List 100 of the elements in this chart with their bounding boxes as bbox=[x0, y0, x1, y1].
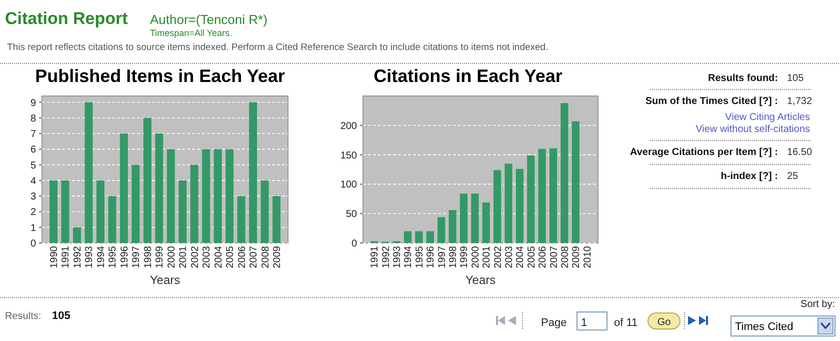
bar bbox=[226, 149, 234, 243]
text: of 11 bbox=[614, 317, 638, 329]
bar bbox=[460, 194, 468, 243]
x-tick-label: 1999 bbox=[459, 246, 470, 268]
x-tick-label: 2000 bbox=[166, 246, 178, 268]
text: 25 bbox=[787, 171, 799, 182]
text: 1,732 bbox=[787, 96, 812, 107]
bar bbox=[549, 148, 558, 243]
text: View Citing Articles bbox=[725, 112, 810, 123]
bar bbox=[538, 148, 546, 243]
bar bbox=[178, 180, 187, 243]
text: Page bbox=[541, 317, 567, 329]
y-tick-label: 100 bbox=[340, 180, 358, 191]
x-tick-label: 1999 bbox=[154, 246, 166, 268]
x-tick-label: 2009 bbox=[571, 246, 582, 268]
x-tick-label: 1996 bbox=[426, 246, 437, 268]
x-tick-label: 2006 bbox=[538, 246, 549, 268]
y-tick-label: 4 bbox=[30, 176, 36, 187]
text: Go bbox=[657, 317, 672, 328]
text: Sum of the Times Cited [?] : bbox=[645, 96, 778, 107]
bar bbox=[155, 134, 164, 243]
x-tick-label: 1991 bbox=[60, 246, 72, 268]
text: Times Cited bbox=[735, 321, 794, 333]
bar bbox=[260, 180, 269, 243]
text: Average Citations per Item [?] : bbox=[630, 147, 778, 158]
x-tick-label: 2005 bbox=[526, 246, 538, 268]
y-tick-label: 150 bbox=[340, 150, 358, 162]
x-tick-label: 2006 bbox=[236, 246, 248, 268]
x-tick-label: 1995 bbox=[414, 246, 426, 268]
text: 1 bbox=[581, 317, 588, 329]
bar bbox=[471, 194, 479, 243]
x-tick-label: 2001 bbox=[178, 246, 190, 268]
x-tick-label: 1998 bbox=[142, 246, 154, 268]
bar bbox=[493, 170, 502, 243]
x-tick-label: 2005 bbox=[225, 246, 236, 268]
x-tick-label: 1996 bbox=[119, 246, 130, 268]
chart-title: Citations in Each Year bbox=[374, 66, 562, 86]
y-tick-label: 6 bbox=[30, 144, 36, 156]
bar bbox=[516, 168, 524, 243]
x-tick-label: 1991 bbox=[370, 246, 381, 268]
x-tick-label: 1997 bbox=[436, 246, 448, 268]
y-tick-label: 1 bbox=[30, 222, 36, 234]
x-tick-label: 2007 bbox=[548, 246, 560, 268]
x-tick-label: 2010 bbox=[582, 246, 594, 268]
text: 16.50 bbox=[787, 147, 812, 158]
bar bbox=[84, 102, 93, 243]
bar bbox=[482, 202, 490, 243]
bar bbox=[438, 217, 446, 243]
bar bbox=[237, 196, 246, 243]
bar bbox=[143, 118, 152, 243]
bar bbox=[61, 180, 70, 243]
bar bbox=[120, 134, 128, 243]
x-tick-label: 2004 bbox=[515, 246, 526, 268]
y-tick-label: 7 bbox=[30, 129, 36, 140]
y-tick-label: 8 bbox=[30, 113, 36, 124]
x-tick-label: 1994 bbox=[403, 246, 414, 268]
bar bbox=[426, 231, 434, 243]
bar bbox=[504, 164, 512, 243]
bar bbox=[415, 231, 423, 243]
x-tick-label: 2002 bbox=[492, 246, 504, 268]
x-tick-label: 2003 bbox=[504, 246, 515, 268]
x-tick-label: 1997 bbox=[131, 246, 142, 268]
x-tick-label: 2007 bbox=[248, 246, 260, 268]
x-axis-title: Years bbox=[465, 273, 496, 287]
bar bbox=[527, 155, 535, 243]
bar bbox=[572, 121, 580, 243]
bar bbox=[190, 164, 198, 243]
y-tick-label: 0 bbox=[30, 238, 36, 250]
x-tick-label: 2001 bbox=[482, 246, 493, 268]
x-tick-label: 2008 bbox=[260, 246, 272, 268]
bar bbox=[108, 196, 116, 243]
x-tick-label: 2002 bbox=[190, 246, 201, 268]
x-tick-label: 1993 bbox=[392, 246, 404, 268]
x-tick-label: 2000 bbox=[470, 246, 482, 268]
y-tick-label: 50 bbox=[346, 209, 358, 220]
x-tick-label: 2003 bbox=[202, 246, 213, 268]
text: Author=(Tenconi R*) bbox=[150, 12, 268, 27]
x-tick-label: 1992 bbox=[380, 246, 392, 268]
x-tick-label: 1990 bbox=[49, 246, 60, 268]
y-tick-label: 200 bbox=[340, 120, 358, 132]
bar bbox=[96, 180, 104, 243]
x-tick-label: 1994 bbox=[96, 246, 107, 268]
bar bbox=[560, 103, 568, 243]
text: Results found: bbox=[708, 73, 778, 84]
x-tick-label: 2008 bbox=[560, 246, 571, 268]
bar bbox=[448, 210, 456, 243]
x-tick-label: 2004 bbox=[213, 246, 224, 268]
text: This report reflects citations to source items indexed. Perform a Cited Reference Search to include citations to items not indexed. bbox=[7, 42, 548, 53]
bar bbox=[404, 231, 412, 243]
x-tick-label: 1995 bbox=[108, 246, 119, 268]
x-tick-label: 2009 bbox=[272, 246, 283, 268]
x-tick-label: 1998 bbox=[448, 246, 460, 268]
text: h-index [?] : bbox=[720, 171, 778, 182]
x-axis-title: Years bbox=[150, 273, 180, 287]
y-tick-label: 5 bbox=[30, 160, 36, 172]
bar bbox=[50, 180, 58, 243]
text: 105 bbox=[787, 73, 804, 84]
y-tick-label: 0 bbox=[351, 238, 358, 250]
chart-title: Published Items in Each Year bbox=[35, 66, 285, 86]
bar bbox=[272, 196, 280, 243]
